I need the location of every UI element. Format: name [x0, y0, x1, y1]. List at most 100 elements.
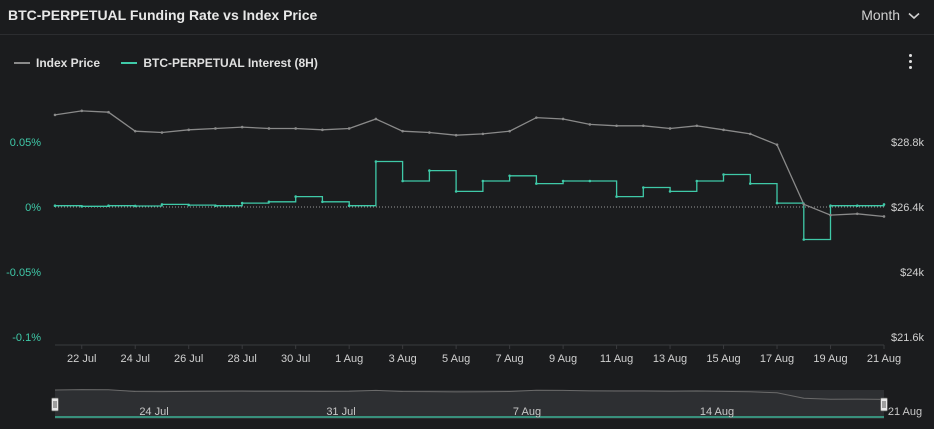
period-selector[interactable]: Month	[861, 7, 920, 23]
index-price-point	[588, 123, 592, 126]
legend-item-interest[interactable]: BTC-PERPETUAL Interest (8H)	[121, 56, 318, 70]
index-price-point	[561, 117, 565, 121]
interest-point	[401, 179, 404, 183]
interest-point	[267, 200, 271, 204]
navigator-handle-left[interactable]	[51, 397, 59, 412]
interest-point	[668, 190, 672, 193]
series-index-price-line	[54, 110, 885, 218]
index-price-point	[855, 212, 859, 216]
index-price-point	[748, 132, 752, 136]
interest-point	[374, 160, 378, 163]
period-selector-label: Month	[861, 7, 901, 23]
index-price-point	[642, 124, 645, 128]
x-tick-label: 15 Aug	[706, 353, 740, 365]
index-price-point	[240, 125, 244, 129]
interest-point	[428, 169, 431, 172]
index-price-point	[829, 213, 832, 217]
interest-point	[829, 204, 832, 207]
chart-header: BTC-PERPETUAL Funding Rate vs Index Pric…	[0, 0, 934, 35]
interest-point	[535, 182, 538, 185]
more-vertical-icon[interactable]	[904, 53, 916, 71]
x-tick-label: 13 Aug	[653, 353, 687, 365]
interest-point	[775, 201, 779, 205]
interest-point	[294, 195, 297, 198]
interest-point	[508, 174, 511, 178]
index-price-point	[615, 124, 618, 128]
x-tick-label: 21 Aug	[867, 353, 901, 365]
index-price-point	[214, 127, 217, 130]
index-price-point	[695, 124, 699, 128]
y-left-tick-label: 0%	[25, 202, 41, 214]
interest-point	[240, 201, 244, 205]
navigator-tick-label: 31 Jul	[326, 406, 355, 418]
index-price-point	[80, 109, 84, 113]
interest-point	[133, 204, 137, 208]
x-tick-label: 17 Aug	[760, 353, 794, 365]
interest-point	[107, 204, 110, 207]
y-right-tick-label: $26.4k	[891, 202, 925, 214]
index-price-point	[802, 202, 806, 206]
navigator-tick-label: 14 Aug	[700, 406, 734, 418]
y-right-tick-label: $24k	[900, 267, 924, 279]
navigator-handle-right[interactable]	[880, 397, 888, 412]
index-price-point	[107, 110, 110, 114]
legend-label-interest: BTC-PERPETUAL Interest (8H)	[143, 56, 318, 70]
x-tick-label: 19 Aug	[813, 353, 847, 365]
index-price-point	[454, 133, 458, 137]
index-price-point	[133, 129, 137, 133]
chart-title: BTC-PERPETUAL Funding Rate vs Index Pric…	[8, 7, 318, 23]
index-price-point	[160, 131, 164, 134]
navigator-selection[interactable]	[55, 390, 884, 419]
interest-point	[187, 203, 191, 207]
index-price-point	[535, 116, 538, 119]
index-price-point	[347, 127, 351, 130]
interest-point	[855, 204, 859, 207]
x-tick-label: 26 Jul	[174, 353, 203, 365]
interest-point	[347, 204, 351, 207]
interest-point	[748, 182, 752, 185]
interest-point	[160, 203, 164, 206]
navigator-tick-label: 21 Aug	[888, 406, 922, 418]
interest-point	[481, 179, 485, 183]
x-tick-label: 9 Aug	[549, 353, 577, 365]
x-tick-label: 3 Aug	[389, 353, 417, 365]
legend-item-index-price[interactable]: Index Price	[14, 56, 100, 70]
chevron-down-icon	[908, 13, 920, 20]
y-left-tick-label: -0.1%	[12, 332, 41, 344]
y-right-tick-label: $28.8k	[891, 137, 925, 149]
interest-point	[80, 205, 84, 208]
interest-point	[214, 204, 217, 207]
interest-point	[588, 179, 592, 183]
x-tick-label: 24 Jul	[121, 353, 150, 365]
x-tick-label: 5 Aug	[442, 353, 470, 365]
index-price-point	[668, 127, 672, 130]
chart-legend: Index Price BTC-PERPETUAL Interest (8H)	[14, 53, 336, 70]
interest-point	[722, 173, 725, 176]
interest-point	[561, 179, 565, 183]
navigator-price-line	[54, 389, 885, 400]
interest-point	[642, 186, 645, 189]
index-price-point	[428, 131, 431, 134]
y-right-tick-label: $21.6k	[891, 332, 925, 344]
x-tick-label: 11 Aug	[600, 353, 633, 365]
x-tick-label: 30 Jul	[281, 353, 310, 365]
index-price-point	[267, 127, 271, 130]
interest-point	[882, 203, 886, 206]
legend-label-index-price: Index Price	[36, 56, 101, 70]
navigator-track[interactable]	[55, 390, 884, 419]
index-price-point	[294, 127, 297, 130]
index-price-point	[401, 129, 404, 133]
x-tick-label: 1 Aug	[335, 353, 363, 365]
index-price-point	[187, 128, 191, 132]
index-price-point	[508, 129, 511, 133]
legend-swatch-index-price	[14, 62, 30, 64]
series-interest-line	[55, 160, 885, 241]
interest-point	[615, 195, 618, 198]
x-tick-label: 7 Aug	[496, 353, 524, 365]
interest-point	[321, 200, 324, 204]
index-price-point	[775, 143, 779, 147]
interest-point	[695, 179, 699, 183]
index-price-point	[481, 132, 485, 136]
index-price-point	[882, 215, 886, 218]
